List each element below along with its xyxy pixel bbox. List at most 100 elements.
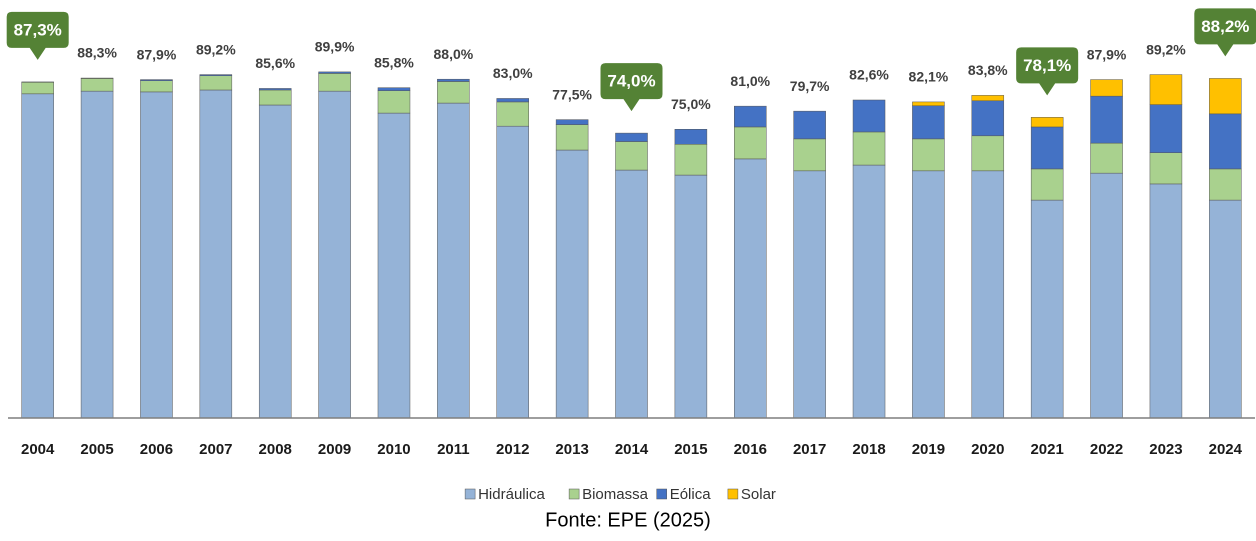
x-tick-label: 2021 xyxy=(1030,441,1063,458)
total-label: 79,7% xyxy=(790,78,830,94)
bar-segment xyxy=(852,164,886,419)
total-label: 77,5% xyxy=(552,86,592,102)
bar-segment xyxy=(1209,113,1242,170)
bar-segment xyxy=(437,81,470,104)
bar-segment xyxy=(674,144,708,176)
bar-segment xyxy=(912,105,945,140)
bar-segment xyxy=(971,170,1005,419)
bar-segment xyxy=(1030,117,1064,128)
bar-segment xyxy=(674,174,708,419)
x-tick-label: 2024 xyxy=(1209,441,1243,458)
bar-segment xyxy=(734,158,767,419)
total-label: 83,0% xyxy=(493,65,533,81)
total-label: 81,0% xyxy=(730,73,770,89)
bar-segment xyxy=(140,91,173,419)
bar-segment xyxy=(555,149,589,419)
bar-segment xyxy=(1030,126,1064,170)
bar-segment xyxy=(199,74,233,76)
bar-segment xyxy=(1090,95,1123,144)
x-tick-label: 2011 xyxy=(437,441,470,458)
bar-segment xyxy=(793,170,826,419)
x-tick-label: 2012 xyxy=(496,441,529,458)
total-label: 88,3% xyxy=(77,45,117,61)
total-label: 89,2% xyxy=(1146,41,1186,57)
callout xyxy=(600,63,663,112)
total-label: 87,3% xyxy=(14,20,62,39)
bar-segment xyxy=(912,138,945,172)
bar-segment xyxy=(971,135,1005,172)
bar-segment xyxy=(1030,168,1064,201)
legend-swatch xyxy=(656,488,667,500)
total-label: 78,1% xyxy=(1023,56,1071,75)
total-label: 82,6% xyxy=(849,67,889,83)
callout xyxy=(1194,8,1256,57)
x-tick-label: 2013 xyxy=(555,441,588,458)
x-tick-label: 2009 xyxy=(318,441,351,458)
bar-segment xyxy=(1149,104,1183,153)
total-label: 87,9% xyxy=(137,46,177,62)
bar-segment xyxy=(199,89,233,419)
x-tick-label: 2014 xyxy=(615,441,649,458)
bar-segment xyxy=(377,112,411,419)
x-tick-label: 2018 xyxy=(852,441,885,458)
bar-segment xyxy=(852,131,886,166)
source: Fonte: EPE (2025) xyxy=(545,509,711,531)
bar-segment xyxy=(615,169,648,419)
bar-segment xyxy=(1090,142,1123,174)
bar-segment xyxy=(496,98,529,103)
bar-segment xyxy=(318,73,351,92)
bar-segment xyxy=(377,90,411,114)
bar-segment xyxy=(258,88,292,91)
x-tick-label: 2016 xyxy=(734,441,767,458)
bar-segment xyxy=(1209,199,1242,419)
bar-segment xyxy=(555,124,589,151)
bar-segment xyxy=(80,90,114,419)
bar-segment xyxy=(318,71,351,74)
x-tick-label: 2017 xyxy=(793,441,826,458)
callout xyxy=(6,11,69,60)
legend-swatch xyxy=(464,488,476,500)
total-label: 88,2% xyxy=(1201,17,1249,36)
bar-segment xyxy=(140,79,173,81)
bar-segment xyxy=(615,132,648,142)
bar-segment xyxy=(1149,74,1183,105)
bar-segment xyxy=(1149,183,1183,419)
total-label: 89,2% xyxy=(196,41,236,57)
total-label: 88,0% xyxy=(434,46,474,62)
x-tick-label: 2023 xyxy=(1149,441,1182,458)
bar-segment xyxy=(496,125,529,419)
bar-segment xyxy=(258,89,292,106)
x-tick-label: 2007 xyxy=(199,441,232,458)
bar-segment xyxy=(1209,168,1242,201)
total-label: 89,9% xyxy=(315,39,355,55)
bar-segment xyxy=(912,170,945,419)
bar-segment xyxy=(199,75,233,91)
bar-segment xyxy=(852,99,886,133)
bar-segment xyxy=(1090,79,1123,97)
bar-segment xyxy=(912,101,945,107)
total-label: 82,1% xyxy=(909,69,949,85)
bar-segment xyxy=(615,141,648,171)
x-tick-label: 2005 xyxy=(80,441,113,458)
callout xyxy=(1016,47,1079,96)
legend-label: Biomassa xyxy=(582,486,649,503)
bar-segment xyxy=(971,100,1005,137)
bar-segment xyxy=(437,78,470,82)
bar-segment xyxy=(734,105,767,128)
bar-segment xyxy=(1090,172,1123,419)
total-label: 85,6% xyxy=(255,55,295,71)
bar-segment xyxy=(734,126,767,160)
bar-segment xyxy=(793,110,826,140)
total-label: 75,0% xyxy=(671,96,711,112)
bar-segment xyxy=(377,87,411,91)
bar-segment xyxy=(1030,199,1064,419)
bar-segment xyxy=(496,101,529,127)
bar-segment xyxy=(318,90,351,419)
bar-segment xyxy=(1209,78,1242,115)
bar-segment xyxy=(80,78,114,92)
x-tick-label: 2006 xyxy=(140,441,173,458)
total-label: 83,8% xyxy=(968,62,1008,78)
bar-segment xyxy=(555,119,589,125)
legend-label: Eólica xyxy=(670,486,712,503)
